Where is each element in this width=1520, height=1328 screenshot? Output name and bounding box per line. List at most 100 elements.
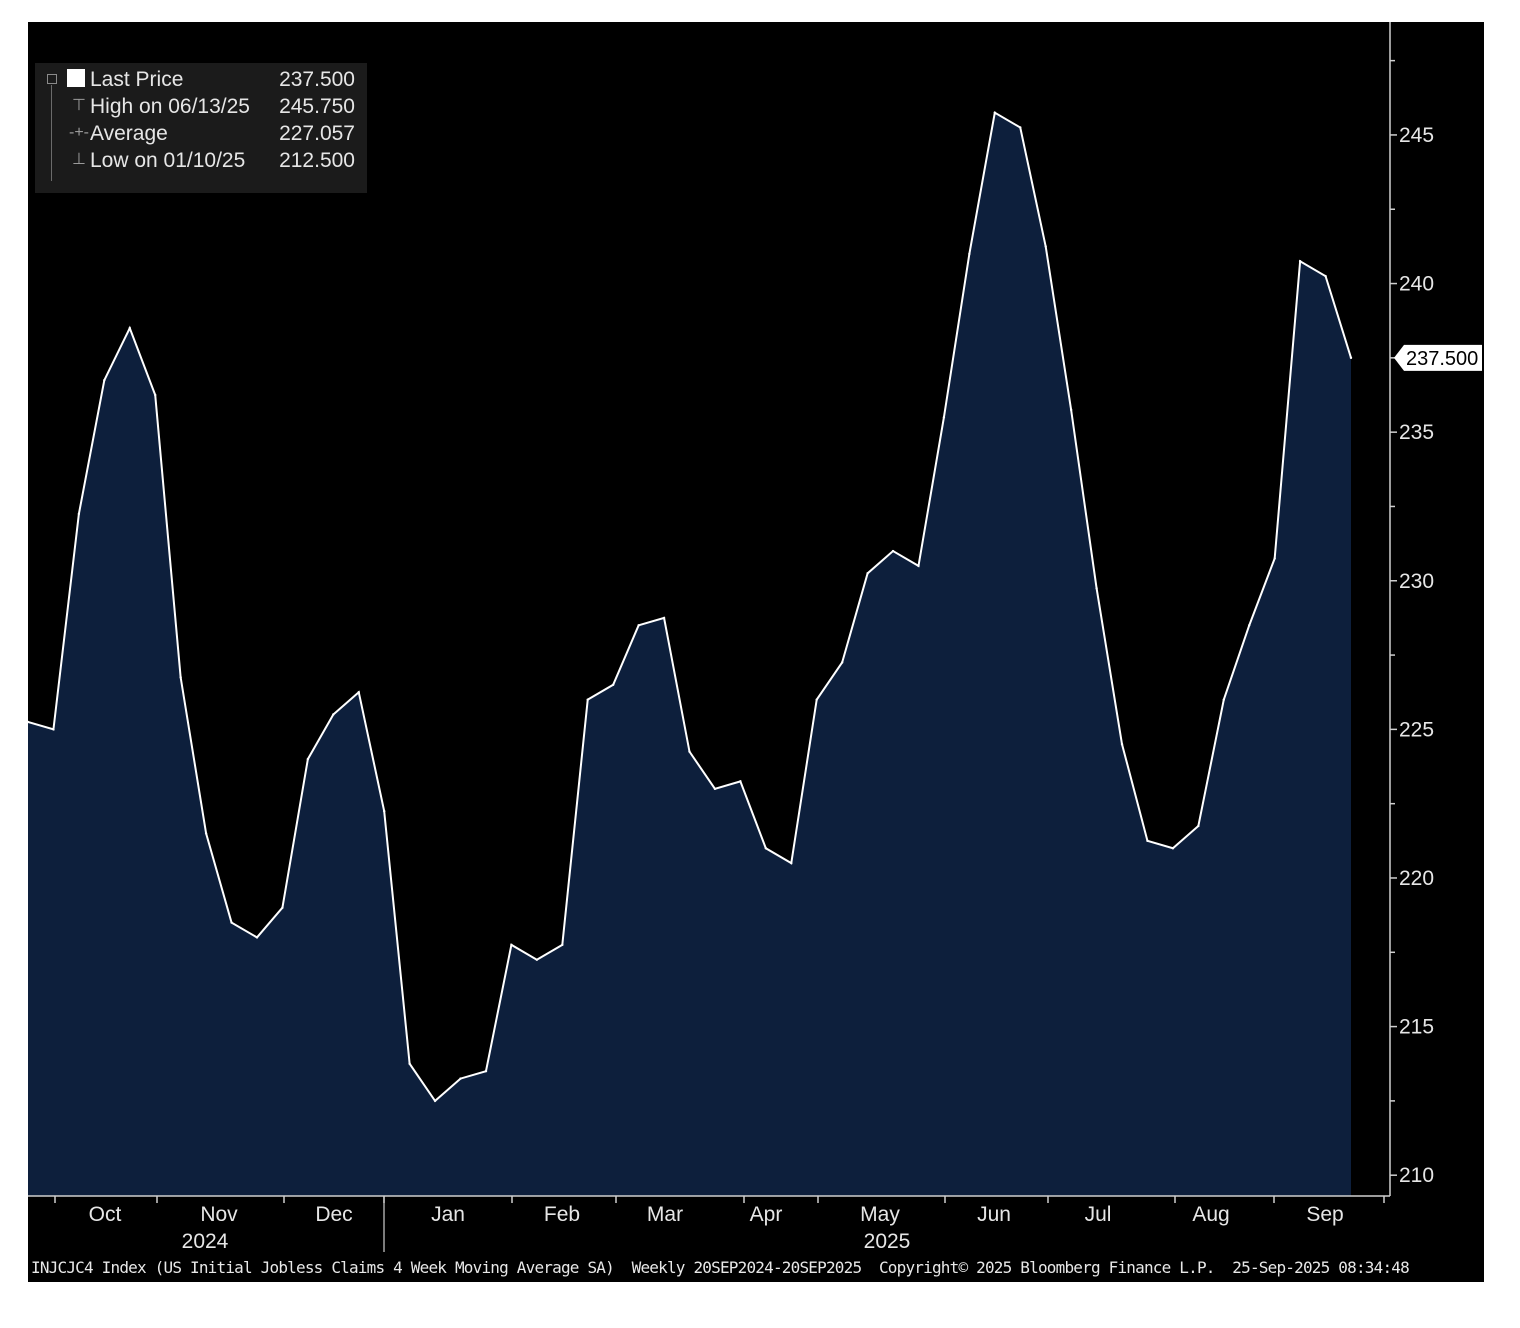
x-year-label: 2024 — [182, 1230, 229, 1253]
x-tick-label: Jul — [1085, 1203, 1112, 1226]
data-point — [713, 787, 717, 791]
data-point — [586, 698, 589, 701]
data-point — [28, 720, 30, 724]
data-point — [1146, 839, 1149, 843]
x-tick-label: Jan — [431, 1203, 465, 1226]
data-point — [77, 512, 81, 516]
y-tick-label: 215 — [1399, 1016, 1434, 1039]
data-point — [510, 943, 513, 947]
data-point — [306, 757, 310, 761]
legend-value: 237.500 — [279, 68, 355, 91]
footer-frequency: Weekly 20SEP2024-20SEP2025 — [631, 1258, 862, 1277]
data-point — [637, 624, 640, 627]
data-point — [154, 393, 157, 397]
data-point — [255, 936, 259, 939]
data-point — [103, 378, 106, 382]
data-point — [866, 572, 869, 575]
data-point — [1273, 557, 1276, 560]
x-tick-label: Oct — [89, 1203, 122, 1226]
data-point — [433, 1099, 437, 1103]
legend-label: Last Price — [90, 68, 184, 91]
last-value-label: 237.500 — [1406, 348, 1478, 370]
legend-row-low: ⊥ Low on 01/10/25 212.500 — [35, 147, 367, 174]
data-point — [942, 416, 946, 419]
legend-value: 245.750 — [279, 95, 355, 118]
average-marker-icon: -+- — [69, 124, 89, 141]
x-tick-label: Mar — [647, 1203, 683, 1226]
legend-connector — [51, 85, 52, 181]
data-point — [128, 326, 131, 330]
data-point — [1095, 586, 1098, 590]
legend-row-high: ⊤ High on 06/13/25 245.750 — [35, 93, 367, 120]
area-fill — [28, 112, 1351, 1196]
x-tick-label: Apr — [750, 1203, 783, 1226]
data-point — [408, 1062, 411, 1065]
last-price-swatch-icon — [67, 69, 85, 87]
data-point — [1171, 847, 1175, 850]
y-tick-label: 240 — [1399, 273, 1434, 296]
collapse-toggle-icon[interactable] — [47, 74, 57, 84]
data-point — [1019, 126, 1022, 129]
footer-timestamp: 25-Sep-2025 08:34:48 — [1232, 1258, 1409, 1277]
data-point — [993, 111, 997, 114]
legend-value: 227.057 — [279, 122, 355, 145]
data-point — [1222, 698, 1225, 701]
data-point — [688, 750, 691, 753]
x-tick-label: Jun — [977, 1203, 1011, 1226]
data-point — [357, 691, 360, 694]
data-point — [891, 549, 895, 553]
chart-footer: INJCJC4 Index (US Initial Jobless Claims… — [31, 1258, 1410, 1277]
data-point — [332, 713, 335, 716]
data-point — [764, 847, 768, 850]
data-point — [459, 1077, 462, 1080]
legend-label: Low on 01/10/25 — [90, 149, 246, 172]
x-tick-label: Feb — [544, 1203, 580, 1226]
data-point — [230, 921, 233, 924]
y-tick-label: 225 — [1399, 718, 1434, 741]
data-point — [968, 252, 971, 256]
axes: 210 215 220 225 230 235 240 245 237.500 Oct Nov Dec… — [28, 22, 1482, 1253]
data-point — [52, 728, 55, 731]
x-year-label: 2025 — [864, 1230, 911, 1253]
x-tick-label: Nov — [200, 1203, 238, 1226]
data-point — [561, 943, 564, 947]
data-point — [662, 616, 666, 620]
x-tick-label: May — [860, 1203, 900, 1226]
data-point — [1349, 356, 1353, 360]
last-value-tag — [1394, 344, 1482, 371]
data-point — [1197, 824, 1200, 828]
data-point — [484, 1069, 488, 1073]
data-point — [917, 564, 920, 568]
y-tick-label: 230 — [1399, 570, 1434, 593]
legend-label: Average — [90, 122, 168, 145]
data-point — [611, 683, 615, 686]
y-tick-label: 235 — [1399, 421, 1434, 444]
high-marker-icon: ⊤ — [72, 97, 86, 114]
legend-label: High on 06/13/25 — [90, 95, 250, 118]
data-point — [1120, 743, 1124, 746]
x-tick-label: Dec — [315, 1203, 352, 1226]
data-point — [1298, 260, 1302, 263]
chart-svg: 210 215 220 225 230 235 240 245 237.500 Oct Nov Dec… — [28, 22, 1482, 1253]
y-tick-label: 210 — [1399, 1164, 1434, 1187]
data-point — [179, 676, 182, 679]
chart-frame: 210 215 220 225 230 235 240 245 237.500 Oct Nov Dec… — [28, 22, 1484, 1282]
data-point — [281, 906, 284, 909]
plot-area — [28, 111, 1353, 1196]
data-point — [1248, 624, 1251, 627]
data-point — [739, 780, 742, 783]
data-point — [840, 661, 844, 664]
y-tick-label: 245 — [1399, 124, 1434, 147]
legend-value: 212.500 — [279, 149, 355, 172]
data-point — [535, 958, 539, 961]
data-point — [204, 832, 208, 835]
legend-row-average: -+- Average 227.057 — [35, 120, 367, 147]
footer-ticker: INJCJC4 Index (US Initial Jobless Claims… — [31, 1258, 615, 1277]
data-point — [1044, 245, 1047, 248]
x-tick-label: Sep — [1306, 1203, 1343, 1226]
y-tick-label: 220 — [1399, 867, 1434, 890]
data-point — [790, 861, 793, 865]
footer-copyright: Copyright© 2025 Bloomberg Finance L.P. — [878, 1258, 1215, 1277]
data-point — [1069, 408, 1073, 412]
data-point — [1324, 274, 1327, 278]
